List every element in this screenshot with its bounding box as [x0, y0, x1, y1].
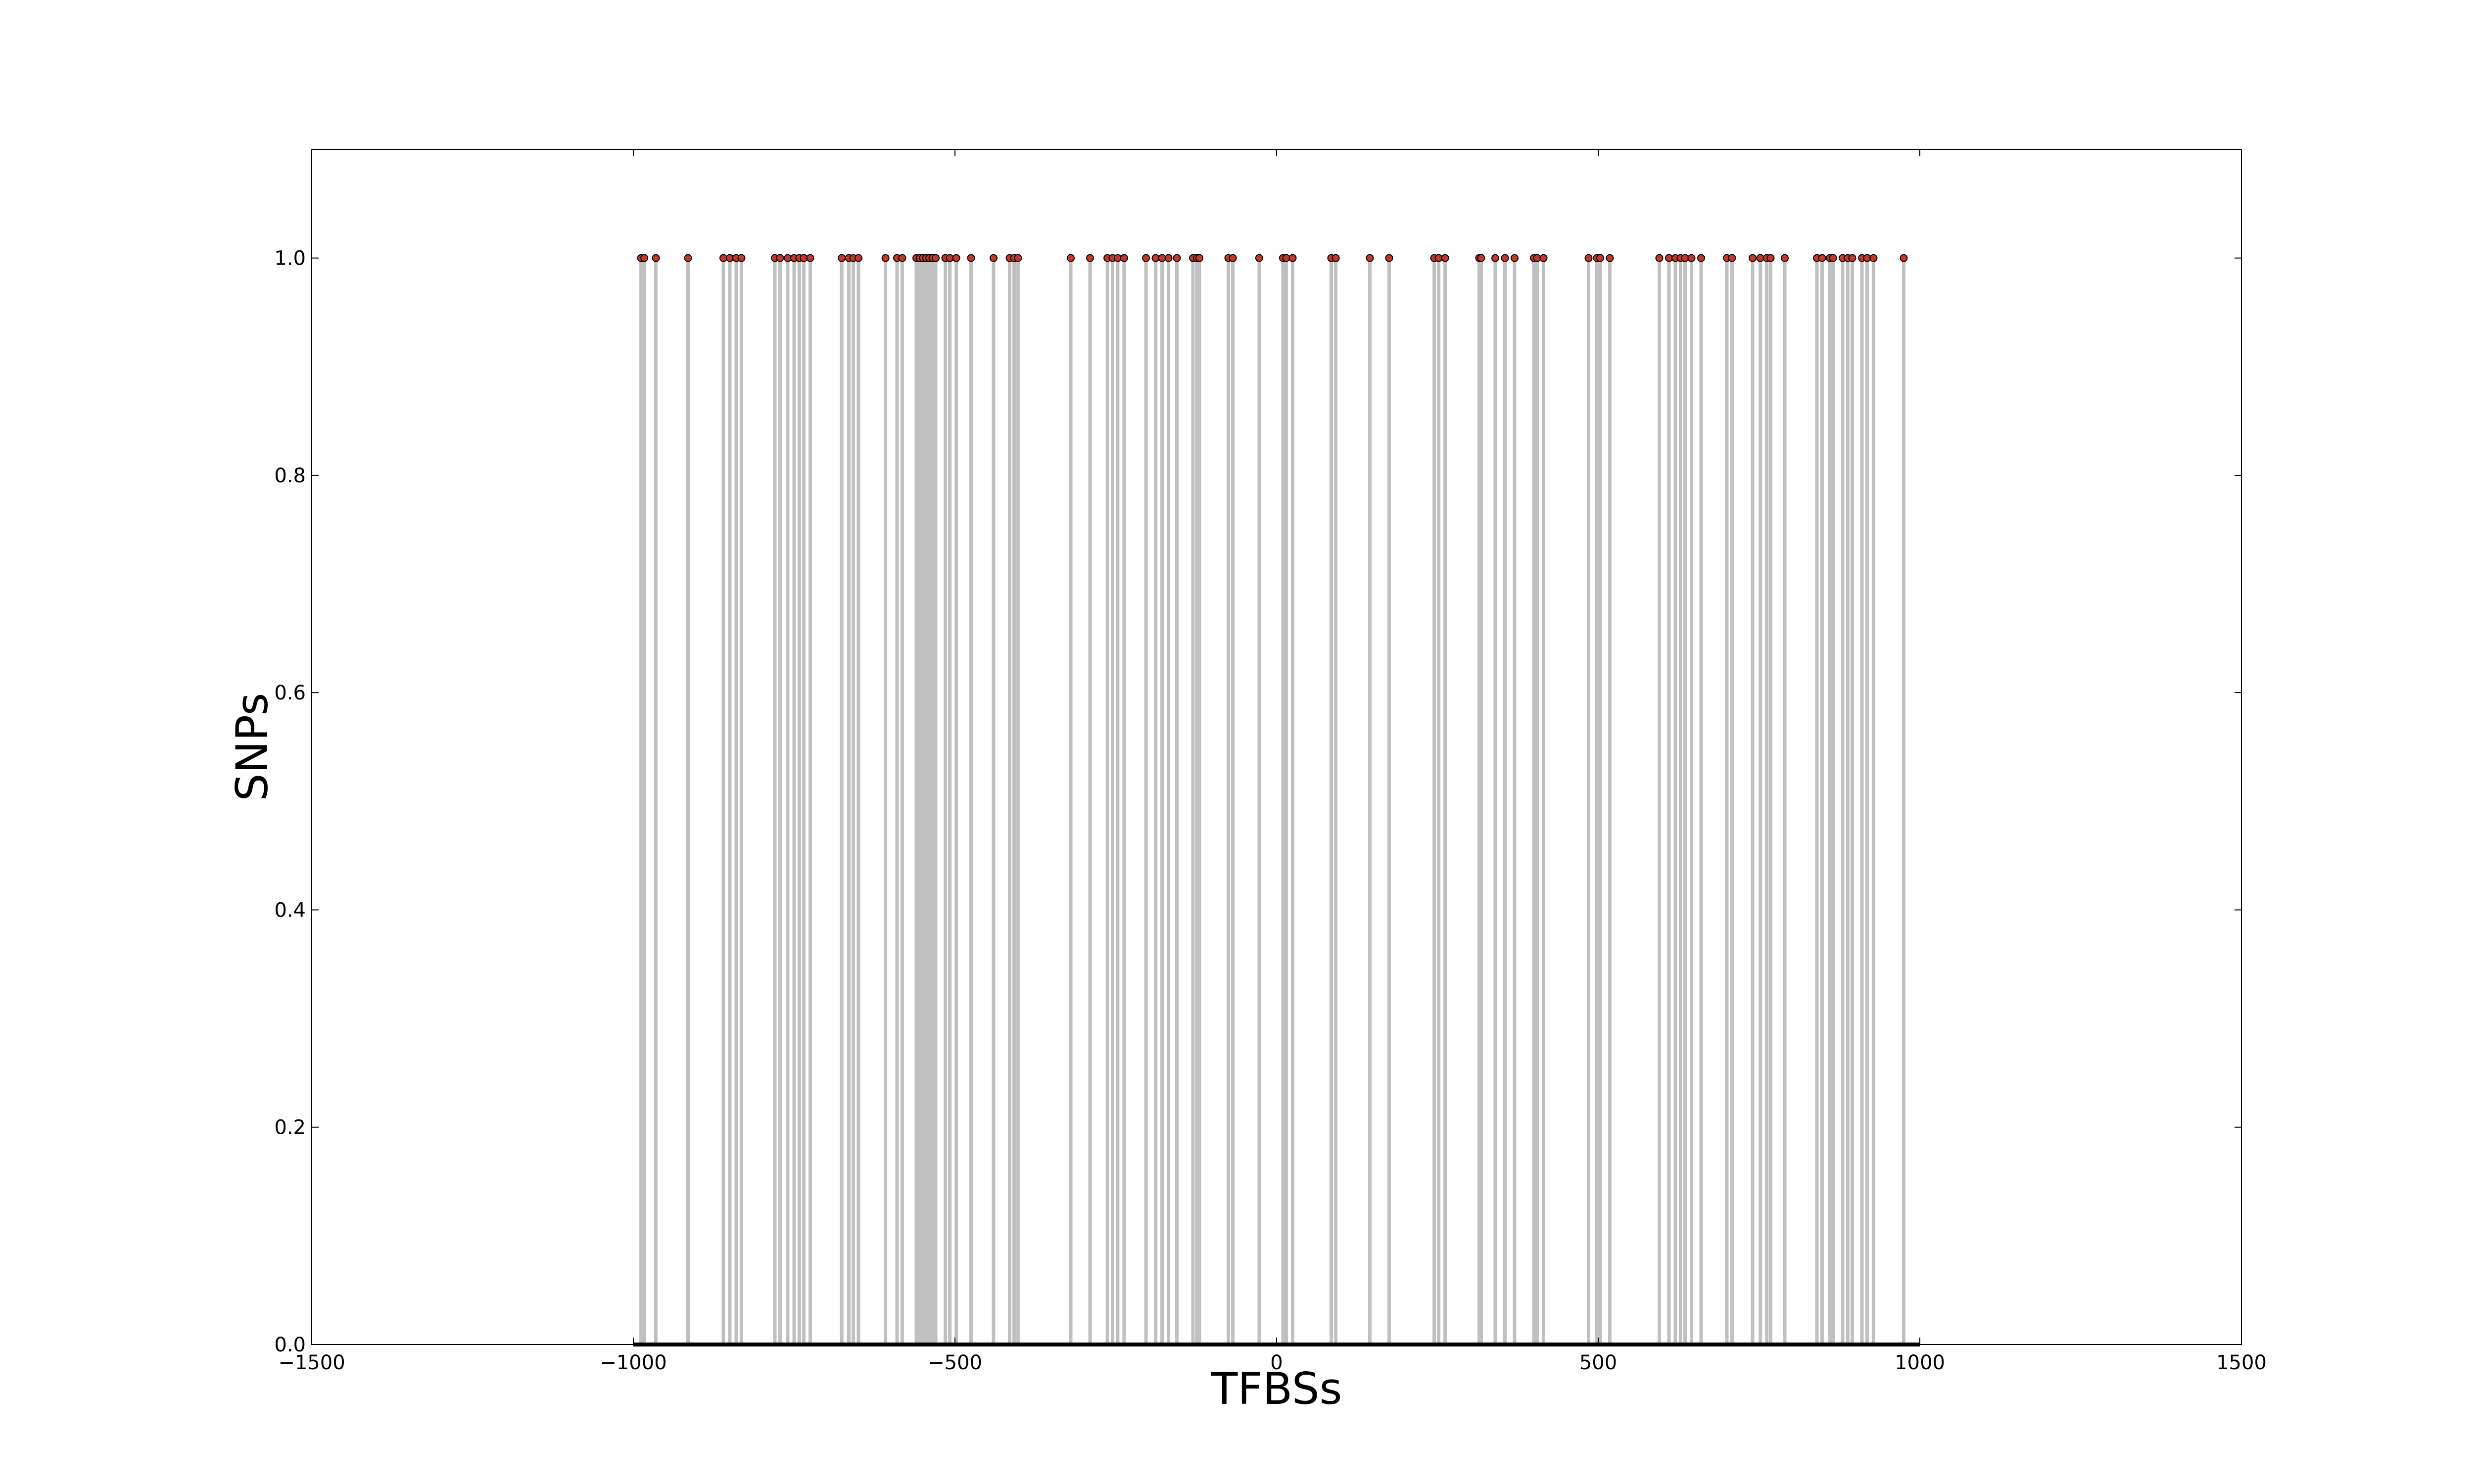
x-tick-label: 1500: [2216, 1351, 2267, 1374]
stem-marker: [1501, 254, 1509, 262]
y-tick-label: 0.4: [274, 899, 306, 922]
stem-marker: [952, 254, 960, 262]
stem-marker: [838, 254, 846, 262]
axes-frame: [311, 149, 2242, 1345]
stem-marker: [1539, 254, 1548, 262]
stem-marker: [1756, 254, 1764, 262]
stem-marker: [1766, 254, 1775, 262]
stem-marker: [1900, 254, 1908, 262]
x-tick-label: 500: [1579, 1351, 1617, 1374]
x-tick-label: 0: [1270, 1351, 1283, 1374]
stem-marker: [1511, 254, 1519, 262]
stem-marker: [1477, 254, 1485, 262]
stem-marker: [1533, 254, 1541, 262]
y-tick-label: 0.6: [274, 682, 306, 704]
stem-marker: [1086, 254, 1094, 262]
x-tick-label: −1500: [278, 1351, 345, 1374]
stem-marker: [806, 254, 814, 262]
stem-marker: [1829, 254, 1837, 262]
x-axis-title: TFBSs: [1211, 1363, 1342, 1414]
stem-marker: [1366, 254, 1374, 262]
stem-marker: [737, 254, 746, 262]
stem-marker: [932, 254, 940, 262]
stem-marker: [1067, 254, 1075, 262]
y-tick-label: 1.0: [274, 247, 306, 270]
stem-marker: [1195, 254, 1203, 262]
y-tick-label: 0.0: [274, 1334, 306, 1356]
stem-marker: [1728, 254, 1736, 262]
stem-marker: [652, 254, 660, 262]
x-tick-label: 1000: [1895, 1351, 1945, 1374]
y-axis-title: SNPs: [227, 693, 278, 801]
stem-marker: [1113, 254, 1122, 262]
stem-marker: [1255, 254, 1263, 262]
stem-marker: [1164, 254, 1173, 262]
stem-marker: [1596, 254, 1604, 262]
stem-marker: [1173, 254, 1181, 262]
stem-marker: [1848, 254, 1856, 262]
stem-marker: [1142, 254, 1150, 262]
stem-marker: [1697, 254, 1705, 262]
x-tick-label: −1000: [600, 1351, 666, 1374]
stem-marker: [881, 254, 890, 262]
stem-marker: [1434, 254, 1443, 262]
tick-labels: −1500 −1000 −500 0 500 1000 1500 0.0 0.2 0.4 0.6 0.…: [274, 247, 2267, 1374]
stem-marker: [1491, 254, 1499, 262]
stem-marker: [719, 254, 727, 262]
stem-marker: [1385, 254, 1393, 262]
stem-marker: [1818, 254, 1826, 262]
stem-marker: [1781, 254, 1789, 262]
stem-marker: [1014, 254, 1022, 262]
stem-marker: [1229, 254, 1237, 262]
stem-marker: [1681, 254, 1689, 262]
x-tick-label: −500: [928, 1351, 982, 1374]
stem-marker: [1749, 254, 1757, 262]
y-tick-label: 0.8: [274, 464, 306, 487]
stem-marker: [855, 254, 862, 262]
stem-marker: [990, 254, 998, 262]
stem-marker: [1288, 254, 1297, 262]
stem-marker: [726, 254, 734, 262]
stem-marker: [800, 254, 808, 262]
stem-marker: [1863, 254, 1871, 262]
stem-marker: [1869, 254, 1878, 262]
stem-marker: [946, 254, 954, 262]
stem-marker: [1606, 254, 1614, 262]
stem-marker: [1332, 254, 1340, 262]
stem-marker: [1665, 254, 1673, 262]
stem-marker: [684, 254, 692, 262]
stem-marker: [784, 254, 792, 262]
stem-marker: [1441, 254, 1449, 262]
stem-marker: [640, 254, 649, 262]
stem-marker: [1282, 254, 1290, 262]
stem-markers: [637, 254, 1908, 262]
stem-marker: [1120, 254, 1128, 262]
stem-marker: [1687, 254, 1696, 262]
stem-marker: [1655, 254, 1664, 262]
stem-marker: [1151, 254, 1160, 262]
stem-marker: [898, 254, 906, 262]
stem-marker: [1158, 254, 1166, 262]
stem-marker: [1584, 254, 1593, 262]
stem-marker: [776, 254, 784, 262]
tick-marks: [311, 149, 2242, 1345]
stem-marker: [967, 254, 975, 262]
stem-lines: [639, 258, 1905, 1345]
y-tick-label: 0.2: [274, 1116, 306, 1139]
